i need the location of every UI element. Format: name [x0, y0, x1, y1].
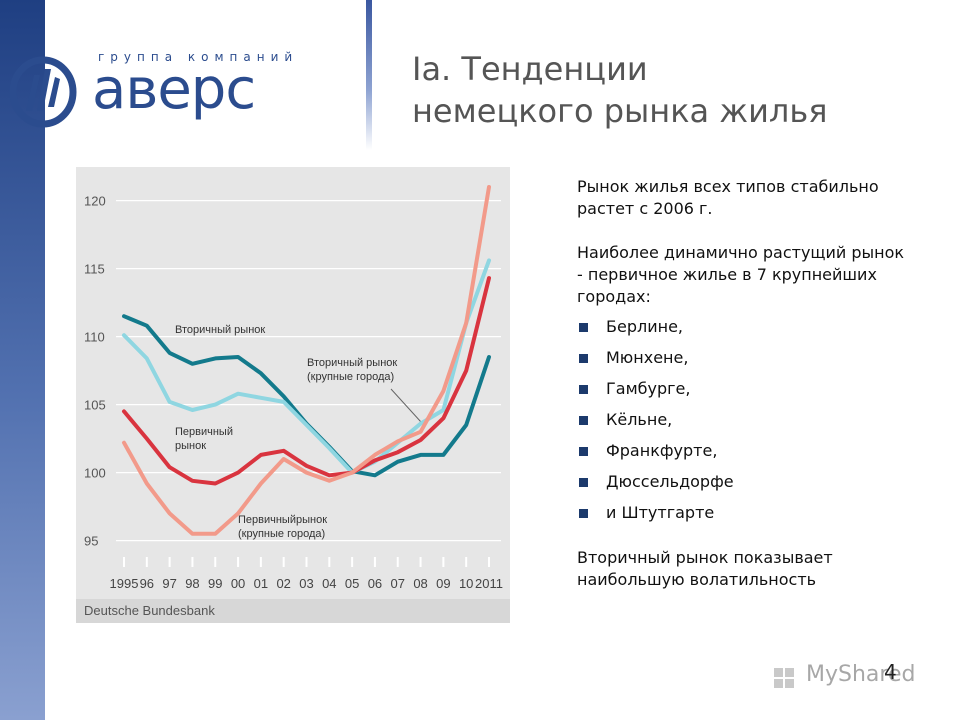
bullet-icon — [579, 509, 588, 518]
company-logo-icon — [9, 56, 77, 128]
chart-annotation: Вторичный рынок — [175, 324, 265, 336]
city-label: и Штутгарте — [606, 503, 715, 522]
logo-wordmark: аверс — [92, 57, 256, 122]
city-item: Мюнхене, — [577, 345, 937, 376]
x-tick-label: 05 — [345, 576, 359, 591]
city-label: Гамбурге, — [606, 379, 691, 398]
y-tick-label: 100 — [84, 466, 106, 481]
header-divider — [366, 0, 372, 150]
x-tick-label: 00 — [231, 576, 245, 591]
paragraph-volatility: Вторичный рынок показывает наибольшую во… — [577, 548, 833, 589]
text-column: Рынок жилья всех типов стабильно растет … — [577, 176, 937, 591]
bullet-icon — [579, 416, 588, 425]
series-line-3 — [122, 185, 491, 536]
watermark-logo — [774, 668, 794, 688]
slide-title: Ia. Тенденции немецкого рынка жилья — [412, 48, 932, 132]
x-tick-label: 99 — [208, 576, 222, 591]
logo-tagline: группа компаний — [98, 50, 299, 64]
city-item: Кёльне, — [577, 407, 937, 438]
x-tick-label: 01 — [254, 576, 268, 591]
bullet-icon — [579, 354, 588, 363]
city-item: и Штутгарте — [577, 500, 937, 531]
x-tick-label: 97 — [162, 576, 176, 591]
x-tick-label: 98 — [185, 576, 199, 591]
x-tick-label: 08 — [413, 576, 427, 591]
chart-annotation: Вторичный рынок — [307, 357, 397, 369]
city-label: Дюссельдорфе — [606, 472, 734, 491]
city-item: Берлине, — [577, 314, 937, 345]
paragraph-growth: Рынок жилья всех типов стабильно растет … — [577, 177, 879, 218]
city-item: Гамбурге, — [577, 376, 937, 407]
bullet-icon — [579, 323, 588, 332]
x-tick-label: 07 — [391, 576, 405, 591]
y-tick-label: 110 — [84, 330, 105, 345]
y-tick-label: 120 — [84, 194, 106, 209]
bullet-icon — [579, 447, 588, 456]
city-label: Кёльне, — [606, 410, 673, 429]
x-tick-label: 09 — [436, 576, 450, 591]
chart-annotation: (крупные города) — [238, 528, 325, 540]
chart-source-strip: Deutsche Bundesbank — [76, 599, 510, 623]
title-line-2: немецкого рынка жилья — [412, 92, 828, 130]
city-label: Мюнхене, — [606, 348, 689, 367]
watermark-text: MyShared — [806, 662, 916, 687]
x-tick-label: 06 — [368, 576, 382, 591]
chart-annotation: рынок — [175, 440, 206, 452]
title-line-1: Ia. Тенденции — [412, 50, 648, 88]
chart-annotation: (крупные города) — [307, 371, 394, 383]
x-tick-label: 2011 — [475, 576, 503, 591]
x-tick-label: 04 — [322, 576, 336, 591]
bullet-icon — [579, 478, 588, 487]
housing-price-chart: 95 100 105 110 115 120 1995 96 97 98 99 00 01 02 03 04 0… — [76, 167, 510, 623]
x-tick-label: 10 — [459, 576, 473, 591]
city-item: Дюссельдорфе — [577, 469, 937, 500]
chart-source: Deutsche Bundesbank — [84, 603, 215, 618]
x-tick-label: 96 — [140, 576, 154, 591]
bullet-icon — [579, 385, 588, 394]
x-tick-label: 03 — [299, 576, 313, 591]
city-label: Берлине, — [606, 317, 683, 336]
annotation-pointer — [390, 388, 422, 423]
chart-canvas: 95 100 105 110 115 120 1995 96 97 98 99 00 01 02 03 04 0… — [84, 185, 503, 591]
y-tick-label: 115 — [84, 262, 105, 277]
page-number: 4 — [884, 660, 897, 684]
city-list: Берлине, Мюнхене, Гамбурге, Кёльне, Франкфур… — [577, 314, 937, 531]
y-tick-label: 95 — [84, 534, 98, 549]
city-item: Франкфурте, — [577, 438, 937, 469]
chart-annotation: Первичный — [175, 426, 233, 438]
x-tick-label: 02 — [276, 576, 290, 591]
paragraph-primary: - первичное жилье в 7 крупнейших городах… — [577, 265, 877, 306]
chart-annotation: Первичныйрынок — [238, 514, 327, 526]
y-tick-label: 105 — [84, 398, 106, 413]
series-line-2 — [122, 276, 491, 486]
x-tick-label: 1995 — [110, 576, 139, 591]
city-label: Франкфурте, — [606, 441, 718, 460]
paragraph-dynamic: Наиболее динамично растущий рынок — [577, 243, 905, 262]
